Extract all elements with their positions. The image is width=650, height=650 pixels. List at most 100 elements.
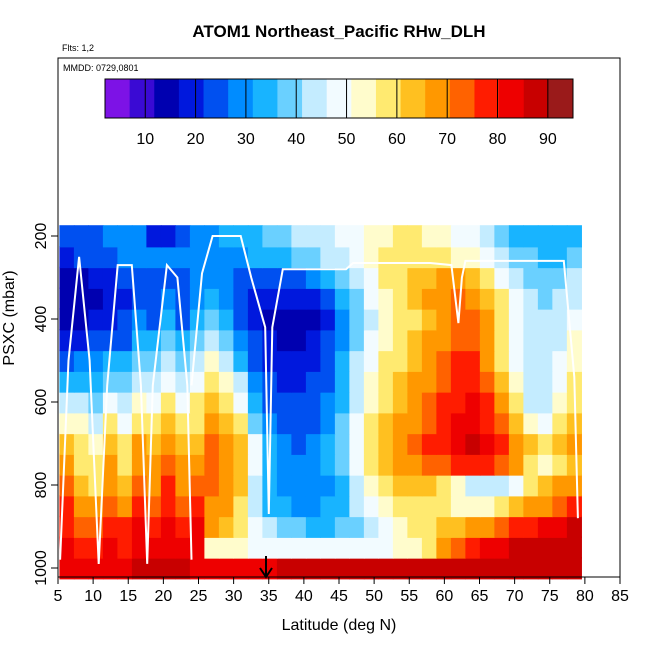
heatmap-cell [523,453,539,476]
y-axis-label: PSXC (mbar) [1,270,18,365]
heatmap-cell [537,453,553,476]
heatmap-cell [465,411,481,435]
heatmap-cell [305,432,321,455]
heatmap-cell [131,370,147,393]
heatmap-cell [349,391,365,414]
heatmap-cell [349,432,365,455]
heatmap-cell [523,557,539,580]
heatmap-cell [102,494,118,518]
heatmap-cell [233,494,249,518]
heatmap-cell [334,536,350,559]
heatmap-cell [160,515,176,538]
heatmap-cell [407,266,423,289]
heatmap-cell [160,328,176,352]
heatmap-cell [247,474,263,497]
heatmap-cell [363,287,379,310]
heatmap-cell [363,432,379,455]
heatmap-cell [276,308,292,331]
heatmap-cell [146,225,162,248]
heatmap-cell [334,225,350,248]
heatmap-cell [276,453,292,476]
heatmap-cell [450,536,466,559]
heatmap-cell [117,557,133,580]
heatmap-cell [421,536,437,559]
dates-label: MMDD: 0729,0801 [63,63,139,73]
heatmap-cell [537,557,553,580]
heatmap-cell [131,391,147,414]
heatmap-cell [247,245,263,269]
heatmap-cell [436,411,452,435]
heatmap-cell [552,474,568,497]
heatmap-cell [349,536,365,559]
heatmap-cell [131,536,147,559]
heatmap-cell [73,557,89,580]
heatmap-cell [436,287,452,310]
chart-title: ATOM1 Northeast_Pacific RHw_DLH [192,22,485,41]
heatmap-cell [160,287,176,310]
heatmap-cell [73,411,89,435]
heatmap-cell [218,494,234,518]
heatmap-cell [233,411,249,435]
heatmap-cell [494,349,510,372]
flight-profile-lines [59,235,579,564]
heatmap-cell [160,494,176,518]
heatmap-cell [117,536,133,559]
heatmap-cell [204,453,220,476]
y-axis: 200 400 600 800 1000 [33,223,58,586]
heatmap-cell [392,245,408,269]
heatmap-cell [204,287,220,310]
position-marker-arrow [259,556,273,579]
heatmap-cell [276,536,292,559]
x-tick-label: 55 [400,588,418,605]
heatmap-cell [233,515,249,538]
heatmap-cell [479,349,495,372]
heatmap-cell [102,308,118,331]
heatmap-cell [276,391,292,414]
heatmap-cell [73,494,89,518]
heatmap-cell [494,494,510,518]
heatmap-cell [233,328,249,352]
heatmap-cell [73,453,89,476]
heatmap-cell [59,225,75,248]
heatmap-cell [421,391,437,414]
heatmap-cell [378,557,394,580]
heatmap-cell [494,391,510,414]
heatmap-cell [334,370,350,393]
heatmap-cell [508,370,524,393]
heatmap-cell [146,411,162,435]
heatmap-cell [88,266,104,289]
heatmap-cell [378,370,394,393]
heatmap-cell [479,411,495,435]
heatmap-cell [378,349,394,372]
heatmap-cell [523,287,539,310]
heatmap-cell [218,432,234,455]
heatmap-cell [566,432,582,455]
heatmap-cell [131,328,147,352]
heatmap-cell [537,328,553,352]
heatmap-cell [233,391,249,414]
heatmap-cell [407,432,423,455]
heatmap-cell [508,557,524,580]
heatmap-cell [117,266,133,289]
heatmap-cell [450,391,466,414]
heatmap-cell [349,474,365,497]
heatmap-cell [218,515,234,538]
heatmap-cell [465,494,481,518]
heatmap-cell [59,245,75,269]
heatmap-cell [334,266,350,289]
heatmap-cell [494,287,510,310]
heatmap-cell [378,432,394,455]
heatmap-cell [552,370,568,393]
x-tick-label: 70 [506,588,524,605]
heatmap-cell [537,370,553,393]
x-tick-label: 65 [471,588,489,605]
y-tick-label: 600 [33,389,50,416]
heatmap-cell [479,245,495,269]
heatmap-cell [189,391,205,414]
heatmap-cell [88,245,104,269]
heatmap-cell [392,411,408,435]
heatmap-cell [436,349,452,372]
heatmap-cell [175,225,191,248]
heatmap-cell [160,557,176,580]
y-tick-label: 400 [33,306,50,333]
